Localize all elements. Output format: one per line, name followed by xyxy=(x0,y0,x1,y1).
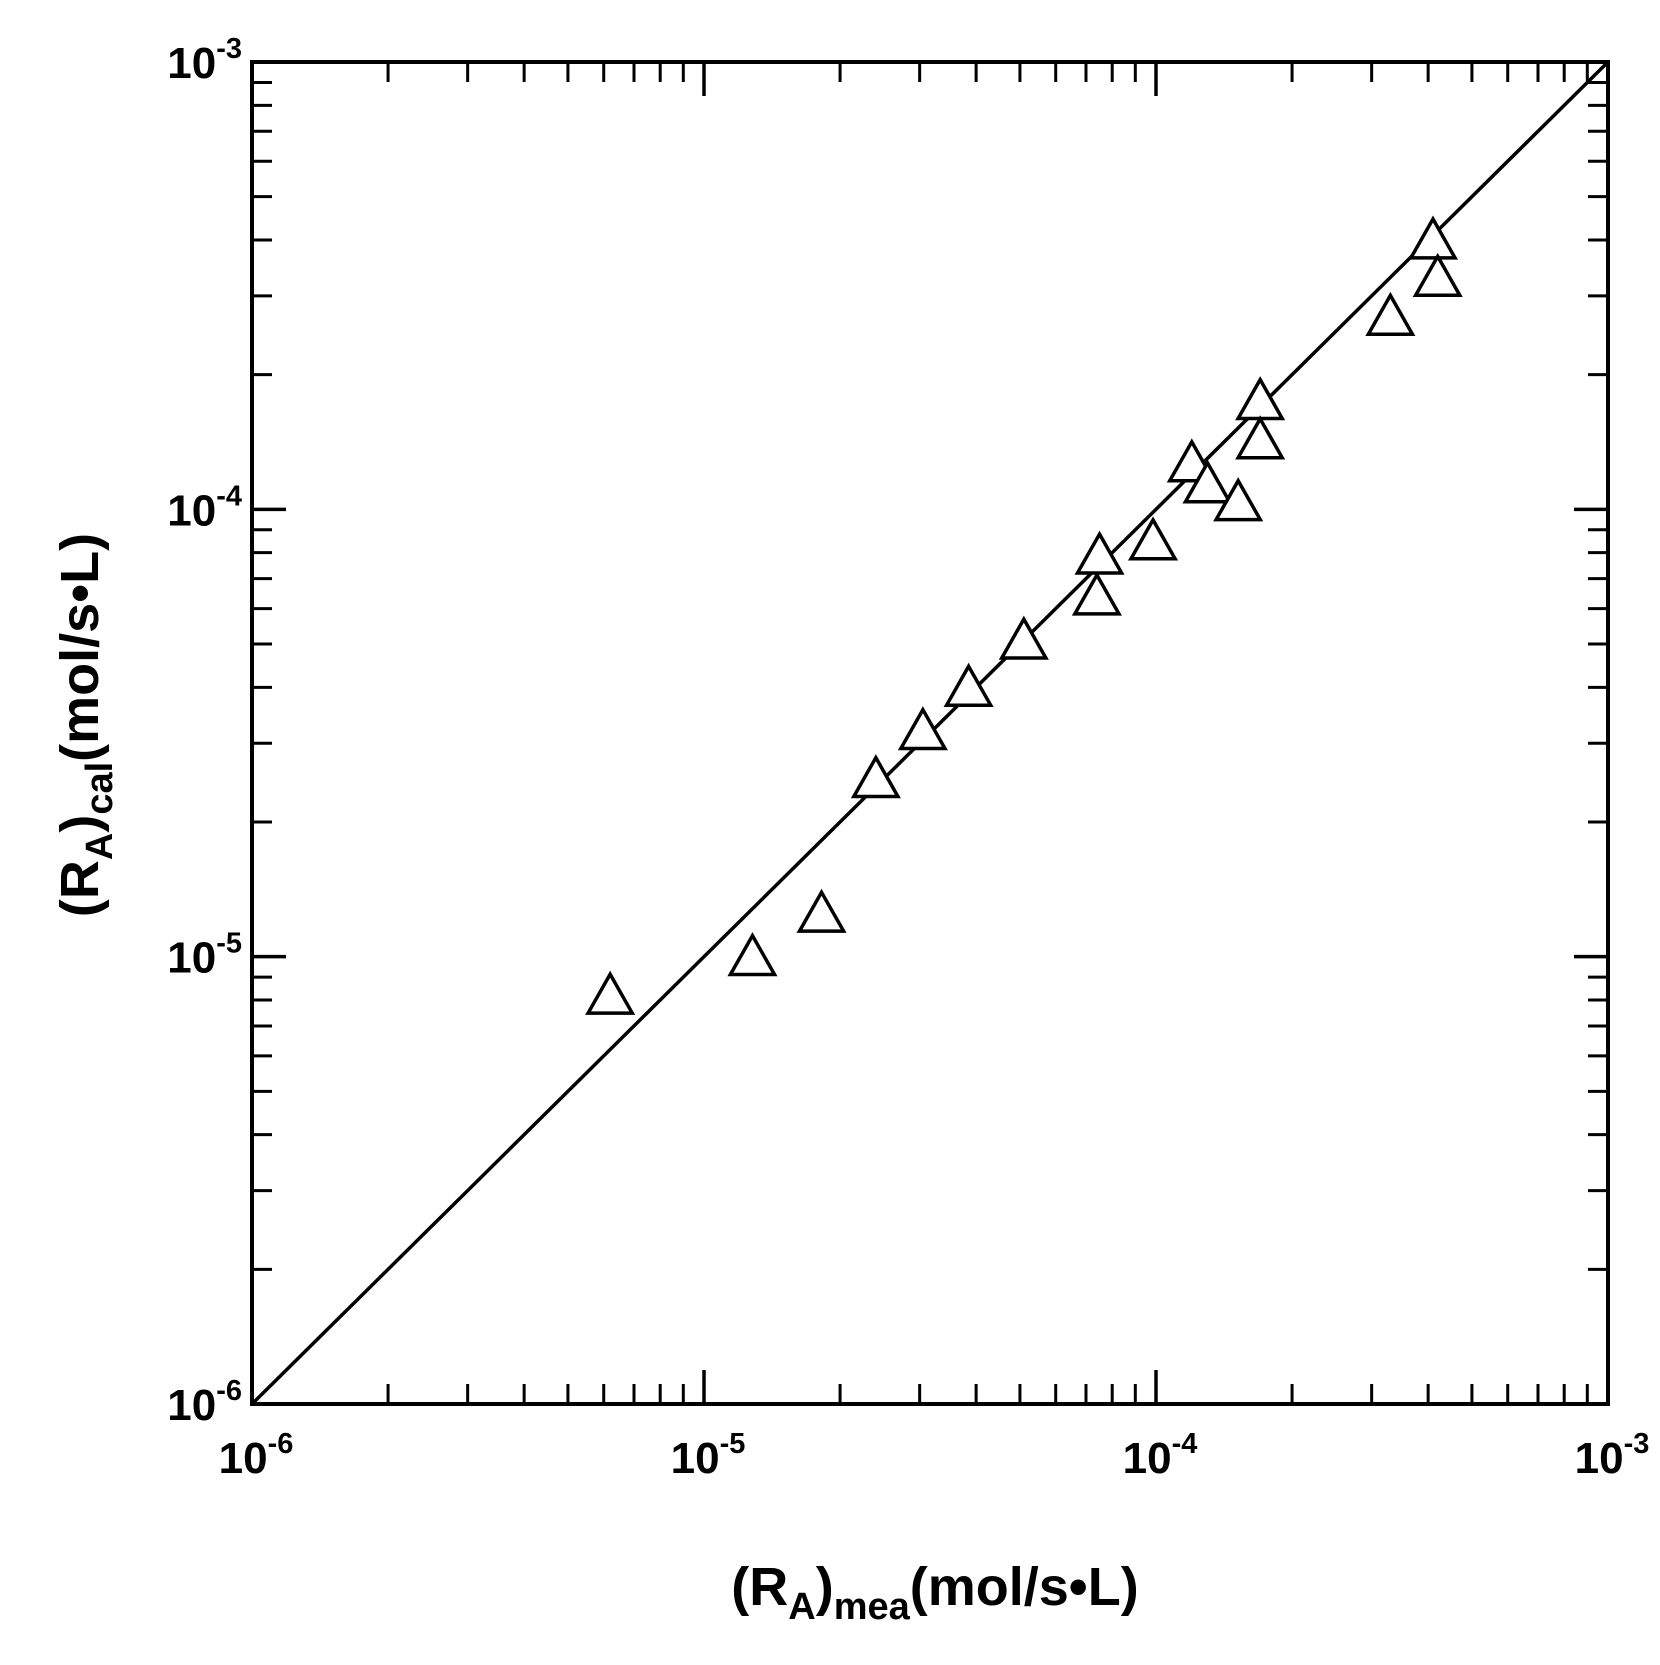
data-point xyxy=(1074,530,1125,575)
y-tick-label: 10-5 xyxy=(167,928,242,983)
data-point xyxy=(998,615,1049,660)
y-axis-title: (RA)cal(mol/s•L) xyxy=(50,533,121,917)
y-tick-label: 10-3 xyxy=(167,33,242,88)
x-axis-title: (RA)mea(mol/s•L) xyxy=(731,1557,1138,1628)
data-point xyxy=(1235,376,1286,421)
minor-ticks xyxy=(252,62,1608,1404)
y-tick-labels: 10-6 10-5 10-4 10-3 xyxy=(167,33,242,1430)
data-point xyxy=(727,932,778,977)
y-tick-label: 10-4 xyxy=(167,480,242,535)
data-point xyxy=(1182,459,1233,504)
data-point xyxy=(1365,291,1416,336)
x-tick-labels: 10-6 10-5 10-4 10-3 xyxy=(219,1428,1650,1483)
x-tick-label: 10-4 xyxy=(1123,1428,1198,1483)
x-tick-label: 10-6 xyxy=(219,1428,294,1483)
plot-frame xyxy=(250,60,1610,1406)
data-point xyxy=(897,706,948,751)
data-point xyxy=(1071,571,1122,616)
data-points xyxy=(585,215,1463,1015)
x-tick-label: 10-5 xyxy=(671,1428,746,1483)
data-point xyxy=(1407,215,1459,260)
data-point xyxy=(1235,415,1286,460)
data-point xyxy=(1412,252,1463,297)
data-point xyxy=(1127,516,1179,561)
data-point xyxy=(585,970,636,1015)
data-point xyxy=(1213,477,1264,522)
data-point xyxy=(850,754,901,799)
data-point xyxy=(943,662,994,707)
y-tick-label: 10-6 xyxy=(167,1375,242,1430)
x-tick-label: 10-3 xyxy=(1575,1428,1650,1483)
data-point xyxy=(796,888,847,933)
